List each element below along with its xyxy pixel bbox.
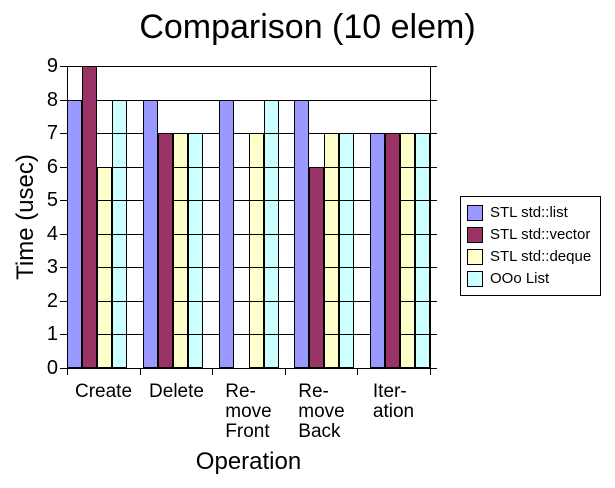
x-axis-tick (430, 368, 431, 375)
bar (309, 167, 324, 368)
x-category-label: Re- move Front (212, 382, 285, 442)
y-tick-label: 2 (46, 290, 58, 312)
bar (67, 100, 82, 368)
y-tick-label: 5 (46, 189, 58, 211)
x-category-text: Re- move Back (298, 381, 345, 442)
y-tick-left (60, 100, 67, 101)
bar (370, 133, 385, 368)
bar (385, 133, 400, 368)
y-tick-right (430, 267, 437, 268)
legend-swatch-icon (467, 227, 483, 243)
bar (143, 100, 158, 368)
y-axis-title: Time (usec) (12, 154, 39, 280)
y-tick-label: 3 (46, 256, 58, 278)
legend-item: STL std::deque (467, 246, 594, 268)
legend-swatch-icon (467, 271, 483, 287)
x-category-label: Re- move Back (285, 382, 358, 442)
gridline (67, 334, 430, 335)
bar (415, 133, 430, 368)
bar (294, 100, 309, 368)
y-tick-right (430, 234, 437, 235)
y-tick-left (60, 200, 67, 201)
y-tick-left (60, 167, 67, 168)
legend-swatch-icon (467, 205, 483, 221)
x-axis-line (67, 368, 431, 369)
y-tick-label: 6 (46, 156, 58, 178)
gridline (67, 100, 430, 101)
gridline (67, 133, 430, 134)
y-tick-right (430, 334, 437, 335)
y-tick-left (60, 301, 67, 302)
bar (158, 133, 173, 368)
x-category-text: Create (74, 381, 133, 402)
x-axis-tick (357, 368, 358, 375)
y-tick-right (430, 368, 437, 369)
bar (249, 133, 264, 368)
gridline (67, 66, 430, 67)
bar (173, 133, 188, 368)
gridline (67, 267, 430, 268)
legend-label: OOo List (490, 270, 550, 287)
y-tick-left (60, 133, 67, 134)
x-axis-tick (285, 368, 286, 375)
chart-title: Comparison (10 elem) (139, 8, 476, 46)
x-axis-tick (212, 368, 213, 375)
y-tick-right (430, 66, 437, 67)
y-tick-left (60, 267, 67, 268)
legend-label: STL std::vector (490, 226, 591, 243)
gridline (67, 200, 430, 201)
x-category-label: Create (67, 382, 140, 402)
legend-item: OOo List (467, 268, 594, 290)
legend-item: STL std::list (467, 202, 594, 224)
x-axis-tick (140, 368, 141, 375)
y-tick-label: 7 (46, 122, 58, 144)
y-tick-label: 8 (46, 89, 58, 111)
bar (188, 133, 203, 368)
y-tick-left (60, 334, 67, 335)
y-tick-label: 4 (46, 223, 58, 245)
y-tick-label: 1 (46, 323, 58, 345)
bar (82, 66, 97, 368)
y-tick-left (60, 368, 67, 369)
y-axis-line-right (430, 66, 431, 368)
y-tick-right (430, 133, 437, 134)
y-tick-label: 0 (46, 357, 58, 379)
bar (339, 133, 354, 368)
x-axis-title: Operation (195, 448, 302, 475)
y-axis-line (67, 66, 68, 368)
y-tick-right (430, 100, 437, 101)
x-category-text: Delete (149, 381, 204, 402)
legend-label: STL std::deque (490, 248, 592, 265)
y-tick-left (60, 234, 67, 235)
x-category-text: Iter- ation (372, 381, 415, 422)
bar (219, 100, 234, 368)
y-tick-left (60, 66, 67, 67)
y-tick-label: 9 (46, 55, 58, 77)
legend-item: STL std::vector (467, 224, 594, 246)
x-category-text: Re- move Front (225, 381, 272, 442)
y-tick-right (430, 200, 437, 201)
gridline (67, 301, 430, 302)
bar (400, 133, 415, 368)
y-tick-right (430, 167, 437, 168)
x-axis-tick (67, 368, 68, 375)
legend-swatch-icon (467, 249, 483, 265)
gridline (67, 167, 430, 168)
bar (324, 133, 339, 368)
y-tick-right (430, 301, 437, 302)
x-category-label: Delete (140, 382, 213, 402)
legend-label: STL std::list (490, 204, 568, 221)
gridline (67, 234, 430, 235)
x-category-label: Iter- ation (357, 382, 430, 422)
